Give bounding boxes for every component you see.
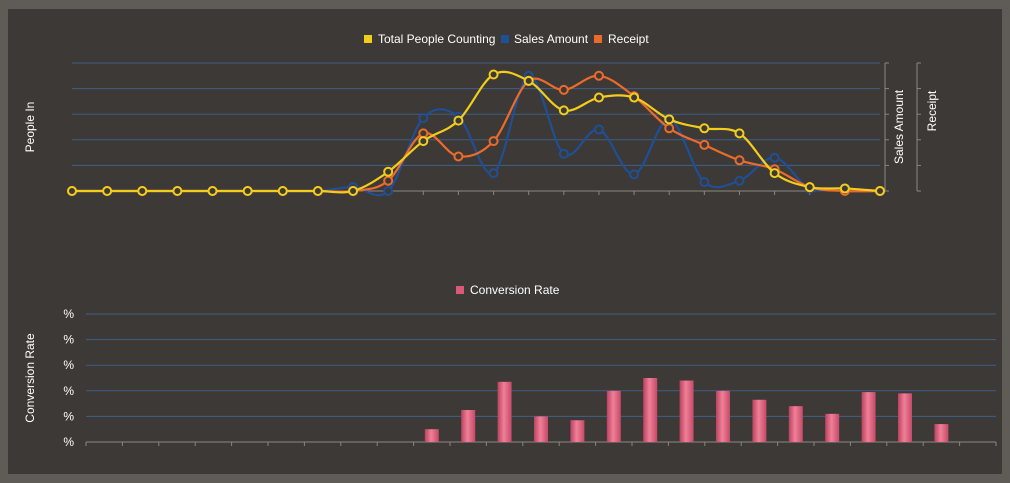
bar-y-tick-label: % [63,384,74,398]
line-chart-ylabel-right-1: Sales Amount [892,89,906,164]
bar-chart-axes: %%%%%% [63,307,997,449]
series-point-2[interactable] [488,136,499,147]
line-chart: Total People Counting Sales Amount Recei… [23,32,939,197]
series-point-0[interactable] [242,186,253,196]
series-point-2[interactable] [734,155,745,166]
conversion-bar[interactable] [679,380,694,442]
series-point-0[interactable] [348,186,359,196]
conversion-bar[interactable] [861,392,876,442]
series-point-0[interactable] [558,105,569,116]
series-point-2[interactable] [453,151,464,162]
legend-label-people[interactable]: Total People Counting [378,32,495,46]
series-point-2[interactable] [699,139,710,150]
series-point-0[interactable] [593,92,604,103]
conversion-bar[interactable] [461,410,476,442]
bar-y-tick-label: % [63,358,74,372]
conversion-bar[interactable] [643,378,658,442]
series-point-2[interactable] [664,123,675,134]
series-point-1[interactable] [769,152,780,163]
series-line-0 [72,70,881,194]
line-chart-legend: Total People Counting Sales Amount Recei… [364,32,649,46]
legend-swatch-receipt [594,35,602,43]
series-line-1 [72,74,881,197]
conversion-bar[interactable] [497,381,512,442]
series-point-0[interactable] [664,114,675,125]
series-point-0[interactable] [453,115,464,126]
legend-swatch-conversion [456,286,464,294]
conversion-bar[interactable] [606,390,621,442]
conversion-bar[interactable] [424,429,439,442]
conversion-bar[interactable] [534,416,548,442]
series-point-0[interactable] [418,136,429,147]
legend-swatch-people [364,35,372,43]
series-point-0[interactable] [277,186,288,196]
series-point-0[interactable] [629,92,640,103]
bar-y-tick-label: % [63,435,74,449]
bar-chart-legend: Conversion Rate [456,283,560,297]
series-point-1[interactable] [629,169,640,180]
bar-chart-bars [424,378,949,442]
series-point-1[interactable] [593,124,604,135]
conversion-bar[interactable] [825,413,840,442]
bar-y-tick-label: % [63,307,74,321]
conversion-bar[interactable] [788,406,803,442]
series-point-0[interactable] [839,183,850,194]
series-point-0[interactable] [875,186,885,196]
legend-label-receipt[interactable]: Receipt [608,32,649,46]
line-chart-series [67,69,885,197]
series-point-2[interactable] [383,175,394,186]
series-point-0[interactable] [804,182,815,193]
conversion-bar[interactable] [934,424,949,442]
series-point-0[interactable] [312,186,323,196]
line-chart-ylabel-right-2: Receipt [925,90,939,131]
conversion-bar[interactable] [570,420,585,442]
line-chart-ylabel-left: People In [23,102,37,153]
bar-y-tick-label: % [63,333,74,347]
series-point-0[interactable] [137,186,148,196]
series-point-0[interactable] [699,123,710,134]
legend-swatch-sales [501,35,509,43]
series-point-1[interactable] [699,177,710,188]
bar-chart: Conversion Rate Conversion Rate %%%%%% [23,283,997,449]
conversion-bar[interactable] [716,390,730,442]
bar-y-tick-label: % [63,409,74,423]
series-point-0[interactable] [523,75,534,86]
series-point-0[interactable] [102,186,113,196]
legend-label-conversion[interactable]: Conversion Rate [470,283,560,297]
series-point-0[interactable] [207,186,218,196]
series-point-0[interactable] [488,69,499,80]
series-point-2[interactable] [593,70,604,81]
series-point-1[interactable] [488,168,499,179]
series-line-2 [72,74,881,193]
series-point-1[interactable] [734,175,745,186]
line-chart-grid [72,62,880,192]
series-point-0[interactable] [769,168,780,179]
series-point-0[interactable] [734,128,745,139]
series-point-1[interactable] [383,186,394,196]
series-point-0[interactable] [172,186,183,196]
series-point-1[interactable] [418,113,429,124]
conversion-bar[interactable] [752,399,767,442]
series-point-1[interactable] [558,148,569,159]
chart-panel: Total People Counting Sales Amount Recei… [8,9,1002,474]
legend-label-sales[interactable]: Sales Amount [514,32,589,46]
series-point-0[interactable] [383,166,394,177]
series-point-2[interactable] [558,84,569,95]
bar-chart-ylabel: Conversion Rate [23,333,37,423]
conversion-bar[interactable] [898,393,912,442]
charts-canvas: Total People Counting Sales Amount Recei… [23,32,997,449]
series-point-0[interactable] [67,186,77,196]
